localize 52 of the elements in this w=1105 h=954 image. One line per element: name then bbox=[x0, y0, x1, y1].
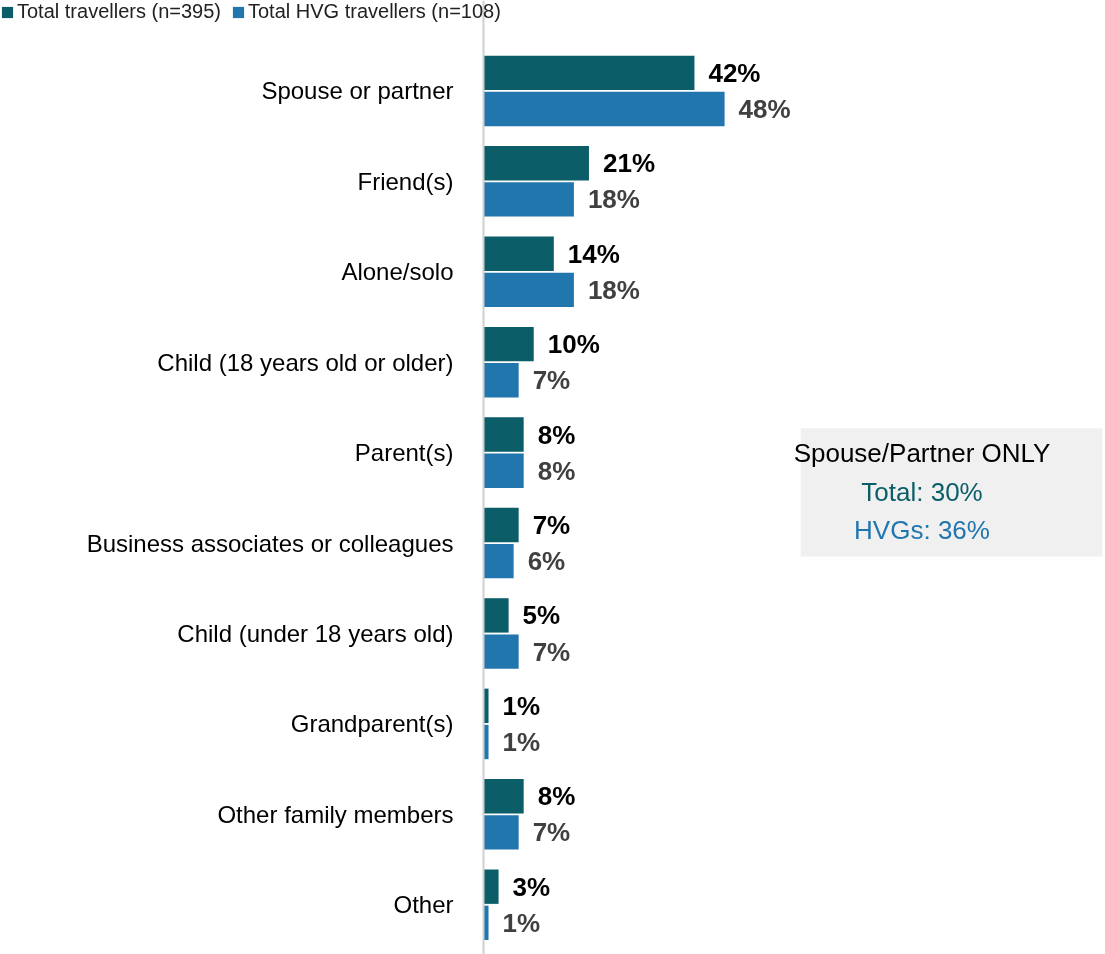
y-tick-label: Alone/solo bbox=[341, 258, 454, 286]
y-tick-label: Grandparent(s) bbox=[290, 710, 454, 738]
bar bbox=[483, 598, 509, 633]
bar bbox=[483, 363, 519, 398]
bar bbox=[483, 182, 574, 217]
y-tick-label: Friend(s) bbox=[357, 167, 454, 195]
data-label: 7% bbox=[532, 365, 571, 396]
data-label: 14% bbox=[567, 238, 620, 269]
bar bbox=[483, 272, 574, 308]
data-label: 1% bbox=[502, 690, 541, 721]
y-tick-label: Business associates or colleagues bbox=[86, 529, 454, 557]
data-label: 5% bbox=[522, 600, 561, 631]
bar bbox=[483, 91, 725, 127]
bar bbox=[483, 417, 524, 452]
bar bbox=[483, 543, 514, 579]
text: HVGs: 36% bbox=[854, 515, 990, 546]
bar bbox=[483, 507, 519, 543]
data-label: 48% bbox=[738, 94, 791, 125]
legend-label: Total HVG travellers (n=108) bbox=[247, 0, 501, 23]
data-label: 21% bbox=[602, 148, 656, 179]
y-tick-label: Child (18 years old or older) bbox=[157, 348, 454, 376]
legend-label: Total travellers (n=395) bbox=[17, 0, 221, 23]
y-tick-label: Spouse or partner bbox=[261, 77, 454, 105]
data-label: 1% bbox=[502, 907, 541, 938]
data-label: 8% bbox=[537, 419, 576, 450]
data-label: 18% bbox=[587, 184, 640, 215]
data-label: 7% bbox=[532, 509, 571, 540]
text: Total: 30% bbox=[861, 476, 983, 507]
data-label: 18% bbox=[587, 274, 640, 305]
data-label: 8% bbox=[537, 455, 576, 486]
data-label: 10% bbox=[547, 329, 600, 360]
bar bbox=[483, 55, 695, 91]
y-tick-label: Other family members bbox=[217, 800, 454, 828]
y-tick-label: Other bbox=[393, 891, 454, 919]
data-label: 42% bbox=[708, 57, 761, 88]
bar bbox=[483, 815, 519, 850]
bar bbox=[483, 326, 534, 362]
bar bbox=[483, 779, 524, 814]
text: Spouse/Partner ONLY bbox=[793, 437, 1051, 468]
bar bbox=[483, 146, 589, 181]
y-tick-label: Child (under 18 years old) bbox=[177, 619, 454, 647]
bar bbox=[483, 869, 499, 904]
data-label: 6% bbox=[527, 546, 566, 577]
bar bbox=[483, 634, 519, 669]
data-label: 3% bbox=[512, 871, 551, 902]
bar bbox=[483, 236, 554, 271]
data-label: 7% bbox=[532, 636, 571, 667]
y-tick-label: Parent(s) bbox=[354, 439, 454, 467]
data-label: 7% bbox=[532, 817, 571, 848]
data-label: 8% bbox=[537, 781, 576, 812]
bar bbox=[483, 453, 524, 488]
data-label: 1% bbox=[502, 727, 541, 757]
